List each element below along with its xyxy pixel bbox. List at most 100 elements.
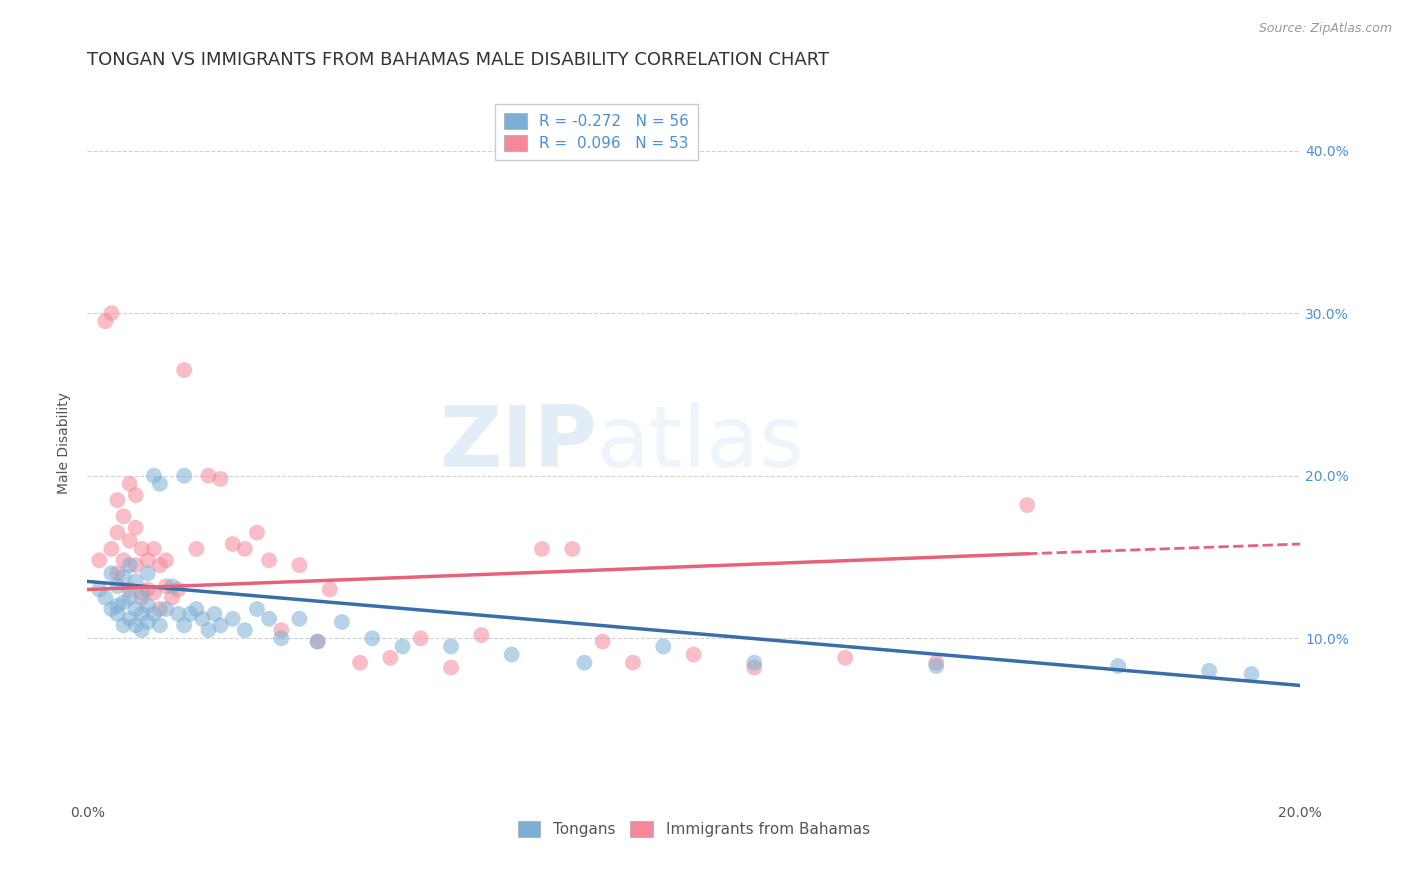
Text: TONGAN VS IMMIGRANTS FROM BAHAMAS MALE DISABILITY CORRELATION CHART: TONGAN VS IMMIGRANTS FROM BAHAMAS MALE D…: [87, 51, 830, 69]
Point: [142, 607, 165, 621]
Point: [136, 566, 159, 581]
Point: [107, 493, 129, 508]
Point: [149, 558, 172, 573]
Point: [222, 537, 245, 551]
Point: [118, 476, 141, 491]
Point: [118, 591, 141, 605]
Point: [440, 660, 463, 674]
Point: [742, 656, 765, 670]
Point: [270, 632, 292, 646]
Point: [288, 612, 311, 626]
Point: [124, 602, 146, 616]
Point: [124, 574, 146, 589]
Point: [136, 599, 159, 613]
Point: [186, 541, 208, 556]
Point: [349, 656, 371, 670]
Point: [112, 569, 135, 583]
Point: [361, 632, 384, 646]
Point: [167, 582, 190, 597]
Point: [1107, 659, 1129, 673]
Point: [925, 656, 948, 670]
Point: [112, 509, 135, 524]
Point: [155, 579, 177, 593]
Point: [319, 582, 342, 597]
Point: [149, 618, 172, 632]
Point: [233, 541, 256, 556]
Point: [621, 656, 644, 670]
Point: [186, 602, 208, 616]
Point: [94, 314, 117, 328]
Point: [204, 607, 226, 621]
Point: [118, 533, 141, 548]
Point: [179, 607, 201, 621]
Point: [107, 579, 129, 593]
Point: [131, 591, 153, 605]
Point: [173, 363, 195, 377]
Point: [149, 476, 172, 491]
Text: atlas: atlas: [596, 401, 804, 484]
Point: [391, 640, 413, 654]
Point: [89, 553, 111, 567]
Point: [124, 488, 146, 502]
Point: [222, 612, 245, 626]
Point: [112, 595, 135, 609]
Point: [173, 468, 195, 483]
Point: [155, 553, 177, 567]
Point: [136, 615, 159, 629]
Point: [160, 579, 183, 593]
Point: [409, 632, 432, 646]
Point: [107, 599, 129, 613]
Text: ZIP: ZIP: [439, 401, 596, 484]
Point: [131, 586, 153, 600]
Point: [100, 602, 122, 616]
Point: [561, 541, 583, 556]
Point: [149, 602, 172, 616]
Point: [167, 607, 190, 621]
Point: [107, 607, 129, 621]
Point: [257, 553, 280, 567]
Point: [257, 612, 280, 626]
Legend: Tongans, Immigrants from Bahamas: Tongans, Immigrants from Bahamas: [512, 815, 876, 843]
Point: [233, 623, 256, 637]
Point: [136, 582, 159, 597]
Point: [209, 472, 232, 486]
Y-axis label: Male Disability: Male Disability: [58, 392, 72, 494]
Point: [652, 640, 675, 654]
Point: [155, 602, 177, 616]
Text: Source: ZipAtlas.com: Source: ZipAtlas.com: [1258, 22, 1392, 36]
Point: [574, 656, 596, 670]
Point: [118, 558, 141, 573]
Point: [1017, 498, 1039, 512]
Point: [246, 602, 269, 616]
Point: [1240, 667, 1263, 681]
Point: [307, 634, 329, 648]
Point: [100, 541, 122, 556]
Point: [682, 648, 704, 662]
Point: [118, 612, 141, 626]
Point: [330, 615, 353, 629]
Point: [470, 628, 492, 642]
Point: [742, 660, 765, 674]
Point: [112, 553, 135, 567]
Point: [925, 659, 948, 673]
Point: [142, 586, 165, 600]
Point: [197, 468, 219, 483]
Point: [107, 566, 129, 581]
Point: [191, 612, 214, 626]
Point: [136, 553, 159, 567]
Point: [118, 582, 141, 597]
Point: [1198, 664, 1220, 678]
Point: [94, 591, 117, 605]
Point: [173, 618, 195, 632]
Point: [380, 650, 402, 665]
Point: [89, 582, 111, 597]
Point: [501, 648, 523, 662]
Point: [440, 640, 463, 654]
Point: [131, 623, 153, 637]
Point: [270, 623, 292, 637]
Point: [530, 541, 553, 556]
Point: [246, 525, 269, 540]
Point: [131, 541, 153, 556]
Point: [100, 306, 122, 320]
Point: [209, 618, 232, 632]
